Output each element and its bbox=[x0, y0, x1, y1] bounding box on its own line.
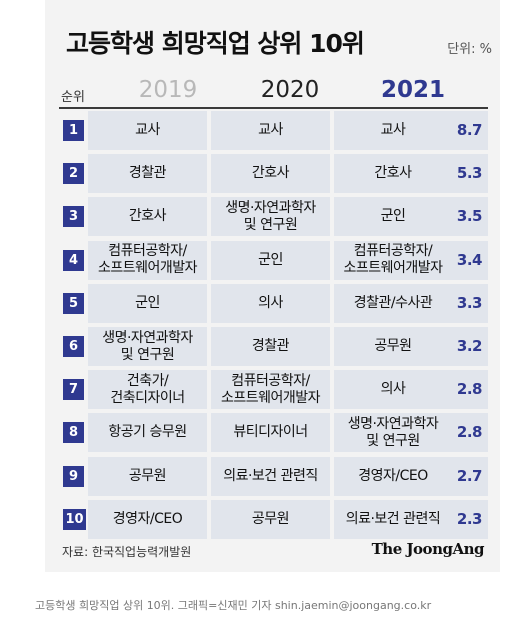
year-header-2021: 2021 bbox=[380, 77, 445, 103]
job-2021: 군인 bbox=[380, 208, 406, 225]
table-row: 1 교사 교사 교사 8.7 bbox=[59, 111, 488, 150]
rank-badge: 8 bbox=[63, 422, 84, 444]
job-2020: 교사 bbox=[211, 111, 330, 150]
job-2020: 생명·자연과학자 및 연구원 bbox=[211, 197, 330, 237]
job-2021-cell: 교사 8.7 bbox=[334, 111, 488, 150]
image-caption: 고등학생 희망직업 상위 10위. 그래픽=신재민 기자 shin.jaemin… bbox=[35, 599, 432, 612]
job-2019: 공무원 bbox=[88, 456, 207, 496]
percent-value: 3.4 bbox=[456, 250, 483, 269]
job-2021: 경찰관/수사관 bbox=[353, 294, 433, 311]
table-row: 9 공무원 의료·보건 관련직 경영자/CEO 2.7 bbox=[59, 456, 488, 496]
job-2020: 간호사 bbox=[211, 154, 330, 194]
rank-badge: 9 bbox=[63, 465, 84, 487]
job-2020: 뷰티디자이너 bbox=[211, 413, 330, 453]
table-row: 3 간호사 생명·자연과학자 및 연구원 군인 3.5 bbox=[59, 197, 488, 237]
year-header-2019: 2019 bbox=[138, 77, 198, 103]
job-2019: 생명·자연과학자 및 연구원 bbox=[88, 327, 207, 366]
job-2021: 생명·자연과학자 및 연구원 bbox=[347, 415, 439, 449]
job-2020: 컴퓨터공학자/소프트웨어개발자 bbox=[211, 370, 330, 410]
rank-badge: 5 bbox=[63, 292, 84, 314]
rank-badge: 7 bbox=[63, 379, 84, 401]
job-2021-cell: 군인 3.5 bbox=[334, 197, 488, 237]
job-2021-cell: 의사 2.8 bbox=[334, 370, 488, 410]
job-2021-cell: 의료·보건 관련직 2.3 bbox=[334, 499, 488, 539]
unit-label: 단위: % bbox=[447, 42, 492, 57]
job-2020: 군인 bbox=[211, 240, 330, 280]
percent-value: 5.3 bbox=[456, 164, 483, 183]
rank-badge: 6 bbox=[63, 336, 84, 357]
chart-title: 고등학생 희망직업 상위 10위 bbox=[66, 29, 365, 58]
job-2021-cell: 생명·자연과학자 및 연구원 2.8 bbox=[334, 413, 488, 453]
job-2020: 의사 bbox=[211, 283, 330, 323]
job-2021-cell: 컴퓨터공학자/소프트웨어개발자 3.4 bbox=[334, 240, 488, 280]
job-2020: 경찰관 bbox=[211, 327, 330, 366]
job-2021-cell: 경찰관/수사관 3.3 bbox=[334, 283, 488, 323]
job-2021: 교사 bbox=[380, 122, 406, 138]
table-row: 6 생명·자연과학자 및 연구원 경찰관 공무원 3.2 bbox=[59, 327, 488, 366]
job-2021-cell: 경영자/CEO 2.7 bbox=[334, 456, 488, 496]
job-2019: 교사 bbox=[88, 111, 207, 150]
job-2021-cell: 간호사 5.3 bbox=[334, 154, 488, 194]
brand-logo: The JoongAng bbox=[371, 540, 485, 558]
percent-value: 3.2 bbox=[456, 337, 483, 355]
table-row: 2 경찰관 간호사 간호사 5.3 bbox=[59, 154, 488, 194]
job-2021: 간호사 bbox=[374, 165, 412, 182]
rank-badge: 1 bbox=[63, 120, 84, 141]
rank-badge: 2 bbox=[63, 163, 84, 185]
job-2021: 의료·보건 관련직 bbox=[345, 510, 441, 527]
job-2021: 경영자/CEO bbox=[358, 467, 428, 484]
rank-header: 순위 bbox=[61, 90, 85, 105]
percent-value: 8.7 bbox=[456, 121, 483, 139]
job-2021: 컴퓨터공학자/소프트웨어개발자 bbox=[343, 243, 443, 277]
rank-badge: 10 bbox=[63, 508, 86, 530]
source-note: 자료: 한국직업능력개발원 bbox=[62, 545, 192, 559]
job-2019: 경찰관 bbox=[88, 154, 207, 194]
table-row: 4 컴퓨터공학자/소프트웨어개발자 군인 컴퓨터공학자/소프트웨어개발자 3.4 bbox=[59, 240, 488, 280]
percent-value: 2.8 bbox=[456, 423, 483, 442]
job-2020: 의료·보건 관련직 bbox=[211, 456, 330, 496]
job-2021: 의사 bbox=[380, 381, 406, 398]
job-2020: 공무원 bbox=[211, 499, 330, 539]
table-row: 10 경영자/CEO 공무원 의료·보건 관련직 2.3 bbox=[59, 499, 488, 539]
rank-badge: 4 bbox=[63, 249, 84, 271]
percent-value: 3.3 bbox=[456, 293, 483, 312]
rank-badge: 3 bbox=[63, 206, 84, 228]
table-row: 5 군인 의사 경찰관/수사관 3.3 bbox=[59, 283, 488, 323]
job-2021-cell: 공무원 3.2 bbox=[334, 327, 488, 366]
percent-value: 2.3 bbox=[456, 509, 483, 528]
percent-value: 3.5 bbox=[456, 207, 483, 226]
job-2019: 간호사 bbox=[88, 197, 207, 237]
job-2019: 경영자/CEO bbox=[88, 499, 207, 539]
job-2019: 군인 bbox=[88, 283, 207, 323]
year-header-2020: 2020 bbox=[260, 77, 320, 103]
job-2021: 공무원 bbox=[374, 338, 412, 354]
header-divider bbox=[59, 107, 488, 109]
percent-value: 2.7 bbox=[456, 466, 483, 485]
job-2019: 건축가/건축디자이너 bbox=[88, 370, 207, 410]
table-row: 7 건축가/건축디자이너 컴퓨터공학자/소프트웨어개발자 의사 2.8 bbox=[59, 370, 488, 410]
table-row: 8 항공기 승무원 뷰티디자이너 생명·자연과학자 및 연구원 2.8 bbox=[59, 413, 488, 453]
percent-value: 2.8 bbox=[456, 380, 483, 399]
job-2019: 컴퓨터공학자/소프트웨어개발자 bbox=[88, 240, 207, 280]
job-2019: 항공기 승무원 bbox=[88, 413, 207, 453]
